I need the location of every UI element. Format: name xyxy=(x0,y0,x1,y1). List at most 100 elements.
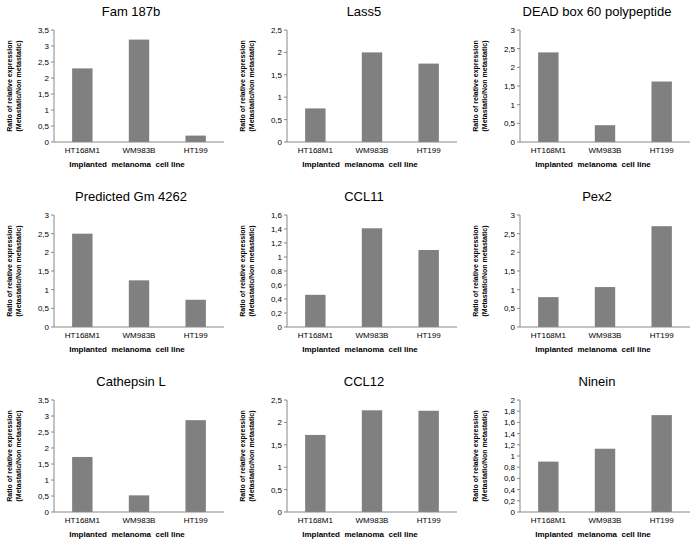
panel: Fam 187b Ratio of relative expression(Met… xyxy=(6,4,224,169)
y-tick-label: 1 xyxy=(45,106,50,115)
bar xyxy=(72,234,92,327)
x-axis-label: Implanted melanoma cell line xyxy=(69,345,185,354)
x-axis-label: Implanted melanoma cell line xyxy=(535,345,651,354)
chart-title: Cathepsin L xyxy=(96,374,165,389)
panel: Pex2 Ratio of relative expression(Metasta… xyxy=(472,189,690,354)
y-axis-label-line: Ratio of relative expression xyxy=(472,40,480,131)
y-tick-label: 3 xyxy=(45,42,50,51)
x-tick-label: HT168M1 xyxy=(531,146,567,155)
y-tick-label: 0 xyxy=(45,138,50,147)
y-axis-label-line: (Metastatic/Non metastatic) xyxy=(15,40,23,131)
y-tick-label: 0,2 xyxy=(271,309,283,318)
chart-title: CCL11 xyxy=(344,189,384,204)
y-tick-label: 0,5 xyxy=(504,119,516,128)
y-tick-label: 2,5 xyxy=(271,26,283,35)
y-axis xyxy=(54,400,55,512)
y-axis-label-line: (Metastatic/Non metastatic) xyxy=(481,225,489,316)
y-axis xyxy=(287,215,288,327)
x-tick-label: HT168M1 xyxy=(65,331,101,340)
x-axis xyxy=(54,142,224,143)
x-axis xyxy=(287,512,457,513)
y-tick-label: 0,5 xyxy=(38,304,50,313)
y-tick-label: 0 xyxy=(278,323,283,332)
y-tick-label: 1,5 xyxy=(38,460,50,469)
y-axis-label: Ratio of relative expression(Metastatic/… xyxy=(472,40,489,131)
y-axis-label: Ratio of relative expression(Metastatic/… xyxy=(239,40,256,131)
y-axis xyxy=(520,215,521,327)
bar xyxy=(129,495,149,512)
y-axis-label: Ratio of relative expression(Metastatic/… xyxy=(239,410,256,501)
y-axis-label: Ratio of relative expression(Metastatic/… xyxy=(472,225,489,316)
chart-title: Lass5 xyxy=(347,4,382,19)
y-tick-label: 1,8 xyxy=(504,407,516,416)
bar xyxy=(362,228,382,327)
x-tick-label: WM983B xyxy=(123,331,156,340)
y-tick-label: 0,5 xyxy=(271,116,283,125)
chart-title: Fam 187b xyxy=(102,4,161,19)
y-axis-label-line: (Metastatic/Non metastatic) xyxy=(15,410,23,501)
y-axis-label-line: Ratio of relative expression xyxy=(6,40,14,131)
x-axis xyxy=(520,512,690,513)
panel: DEAD box 60 polypeptideRatio of relative… xyxy=(472,4,690,169)
y-axis-label: Ratio of relative expression(Metastatic/… xyxy=(472,410,489,501)
bar xyxy=(185,300,205,327)
y-tick-label: 0 xyxy=(278,138,283,147)
bars xyxy=(305,228,439,327)
panel: Predicted Gm 4262Ratio of relative expre… xyxy=(6,189,224,354)
x-axis xyxy=(520,327,690,328)
y-axis xyxy=(520,30,521,142)
bars xyxy=(72,420,206,512)
chart-title: Ninein xyxy=(579,374,616,389)
y-tick-label: 1,6 xyxy=(504,418,516,427)
y-tick-label: 2,5 xyxy=(38,230,50,239)
y-axis-label-line: Ratio of relative expression xyxy=(6,410,14,501)
y-tick-label: 3 xyxy=(511,26,516,35)
y-tick-label: 1 xyxy=(278,463,283,472)
bar xyxy=(305,295,325,327)
y-tick-label: 2,5 xyxy=(504,230,516,239)
x-axis xyxy=(287,142,457,143)
x-axis-label: Implanted melanoma cell line xyxy=(535,160,651,169)
y-tick-label: 0 xyxy=(511,508,516,517)
y-tick-label: 1 xyxy=(45,286,50,295)
y-tick-label: 2 xyxy=(511,396,516,405)
y-tick-label: 2 xyxy=(45,74,50,83)
y-tick-label: 0 xyxy=(511,323,516,332)
figure: Fam 187bRatio of relative expression(Met… xyxy=(0,0,700,556)
y-tick-label: 1,5 xyxy=(38,90,50,99)
y-tick-label: 0,2 xyxy=(504,497,516,506)
x-tick-label: HT168M1 xyxy=(298,146,334,155)
panel: CCL12 Ratio of relative expression(Metast… xyxy=(239,374,457,539)
bar xyxy=(72,68,92,142)
bar xyxy=(595,125,615,142)
chart-title: CCL12 xyxy=(344,374,384,389)
y-tick-label: 1,5 xyxy=(38,267,50,276)
y-tick-label: 0,8 xyxy=(504,463,516,472)
y-tick-label: 1,5 xyxy=(271,441,283,450)
y-tick-label: 1 xyxy=(45,476,50,485)
y-axis-label-line: Ratio of relative expression xyxy=(472,410,480,501)
x-tick-label: HT168M1 xyxy=(298,331,334,340)
y-axis-label: Ratio of relative expression(Metastatic/… xyxy=(6,410,23,501)
y-axis-label-line: (Metastatic/Non metastatic) xyxy=(15,225,23,316)
y-tick-label: 1 xyxy=(511,452,516,461)
y-tick-label: 0,6 xyxy=(271,281,283,290)
bars xyxy=(538,52,672,142)
x-axis xyxy=(54,327,224,328)
y-tick-label: 1 xyxy=(511,286,516,295)
bars xyxy=(305,410,439,512)
y-tick-label: 0,4 xyxy=(504,486,516,495)
x-tick-label: HT199 xyxy=(417,331,442,340)
y-axis xyxy=(54,215,55,327)
y-tick-label: 2,5 xyxy=(38,58,50,67)
x-axis-label: Implanted melanoma cell line xyxy=(69,160,185,169)
bar xyxy=(305,435,325,512)
y-tick-label: 3 xyxy=(45,211,50,220)
bar xyxy=(538,52,558,142)
x-axis-label: Implanted melanoma cell line xyxy=(535,530,651,539)
bar xyxy=(595,449,615,512)
x-tick-label: WM983B xyxy=(123,516,156,525)
y-axis-label-line: (Metastatic/Non metastatic) xyxy=(248,225,256,316)
chart-title: Pex2 xyxy=(582,189,612,204)
y-axis-label: Ratio of relative expression(Metastatic/… xyxy=(239,225,256,316)
